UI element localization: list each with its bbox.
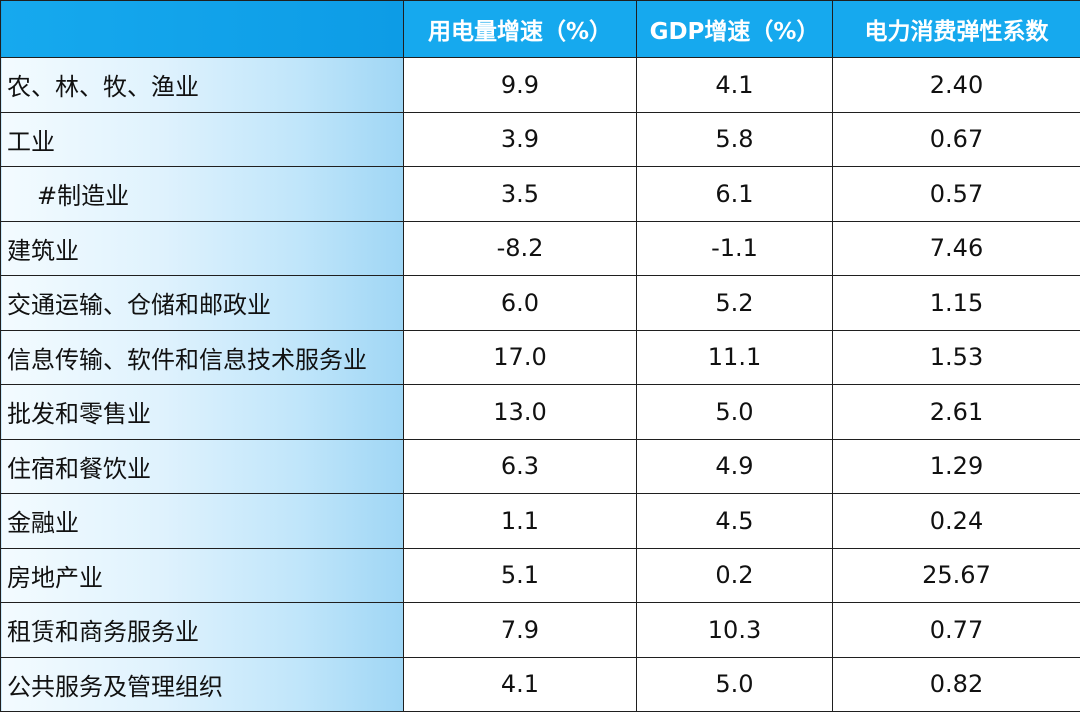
gdp-growth-cell: 11.1 (637, 330, 833, 385)
gdp-growth-cell: -1.1 (637, 221, 833, 276)
header-power-growth: 用电量增速（%） (404, 1, 637, 58)
power-growth-cell: 3.9 (404, 112, 637, 167)
elasticity-cell: 2.40 (833, 58, 1080, 113)
elasticity-cell: 2.61 (833, 385, 1080, 440)
elasticity-cell: 0.77 (833, 603, 1080, 658)
elasticity-cell: 0.82 (833, 657, 1080, 712)
row-label: 金融业 (1, 494, 404, 549)
row-label: 房地产业 (1, 548, 404, 603)
gdp-growth-cell: 5.8 (637, 112, 833, 167)
gdp-growth-cell: 0.2 (637, 548, 833, 603)
gdp-growth-cell: 6.1 (637, 167, 833, 222)
elasticity-cell: 1.29 (833, 439, 1080, 494)
row-label: 农、林、牧、渔业 (1, 58, 404, 113)
power-growth-cell: 3.5 (404, 167, 637, 222)
elasticity-cell: 1.53 (833, 330, 1080, 385)
power-growth-cell: 9.9 (404, 58, 637, 113)
row-label: 建筑业 (1, 221, 404, 276)
power-growth-cell: 13.0 (404, 385, 637, 440)
elasticity-cell: 7.46 (833, 221, 1080, 276)
power-growth-cell: 5.1 (404, 548, 637, 603)
gdp-growth-cell: 4.9 (637, 439, 833, 494)
elasticity-cell: 0.24 (833, 494, 1080, 549)
elasticity-cell: 0.67 (833, 112, 1080, 167)
gdp-growth-cell: 5.0 (637, 385, 833, 440)
power-growth-cell: 4.1 (404, 657, 637, 712)
row-label: 租赁和商务服务业 (1, 603, 404, 658)
row-label: #制造业 (1, 167, 404, 222)
row-label: 工业 (1, 112, 404, 167)
header-corner-cell (1, 1, 404, 58)
header-elasticity: 电力消费弹性系数 (833, 1, 1080, 58)
elasticity-cell: 25.67 (833, 548, 1080, 603)
header-gdp-growth: GDP增速（%） (637, 1, 833, 58)
row-label: 批发和零售业 (1, 385, 404, 440)
gdp-growth-cell: 5.2 (637, 276, 833, 331)
row-label: 公共服务及管理组织 (1, 657, 404, 712)
header-row: 用电量增速（%） GDP增速（%） 电力消费弹性系数 (1, 1, 1080, 58)
elasticity-cell: 0.57 (833, 167, 1080, 222)
power-growth-cell: 17.0 (404, 330, 637, 385)
power-growth-cell: 7.9 (404, 603, 637, 658)
elasticity-cell: 1.15 (833, 276, 1080, 331)
power-growth-cell: -8.2 (404, 221, 637, 276)
power-growth-cell: 6.0 (404, 276, 637, 331)
power-growth-cell: 1.1 (404, 494, 637, 549)
row-label: 交通运输、仓储和邮政业 (1, 276, 404, 331)
row-label: 信息传输、软件和信息技术服务业 (1, 330, 404, 385)
gdp-growth-cell: 5.0 (637, 657, 833, 712)
gdp-growth-cell: 10.3 (637, 603, 833, 658)
gdp-growth-cell: 4.5 (637, 494, 833, 549)
row-label: 住宿和餐饮业 (1, 439, 404, 494)
power-growth-cell: 6.3 (404, 439, 637, 494)
gdp-growth-cell: 4.1 (637, 58, 833, 113)
